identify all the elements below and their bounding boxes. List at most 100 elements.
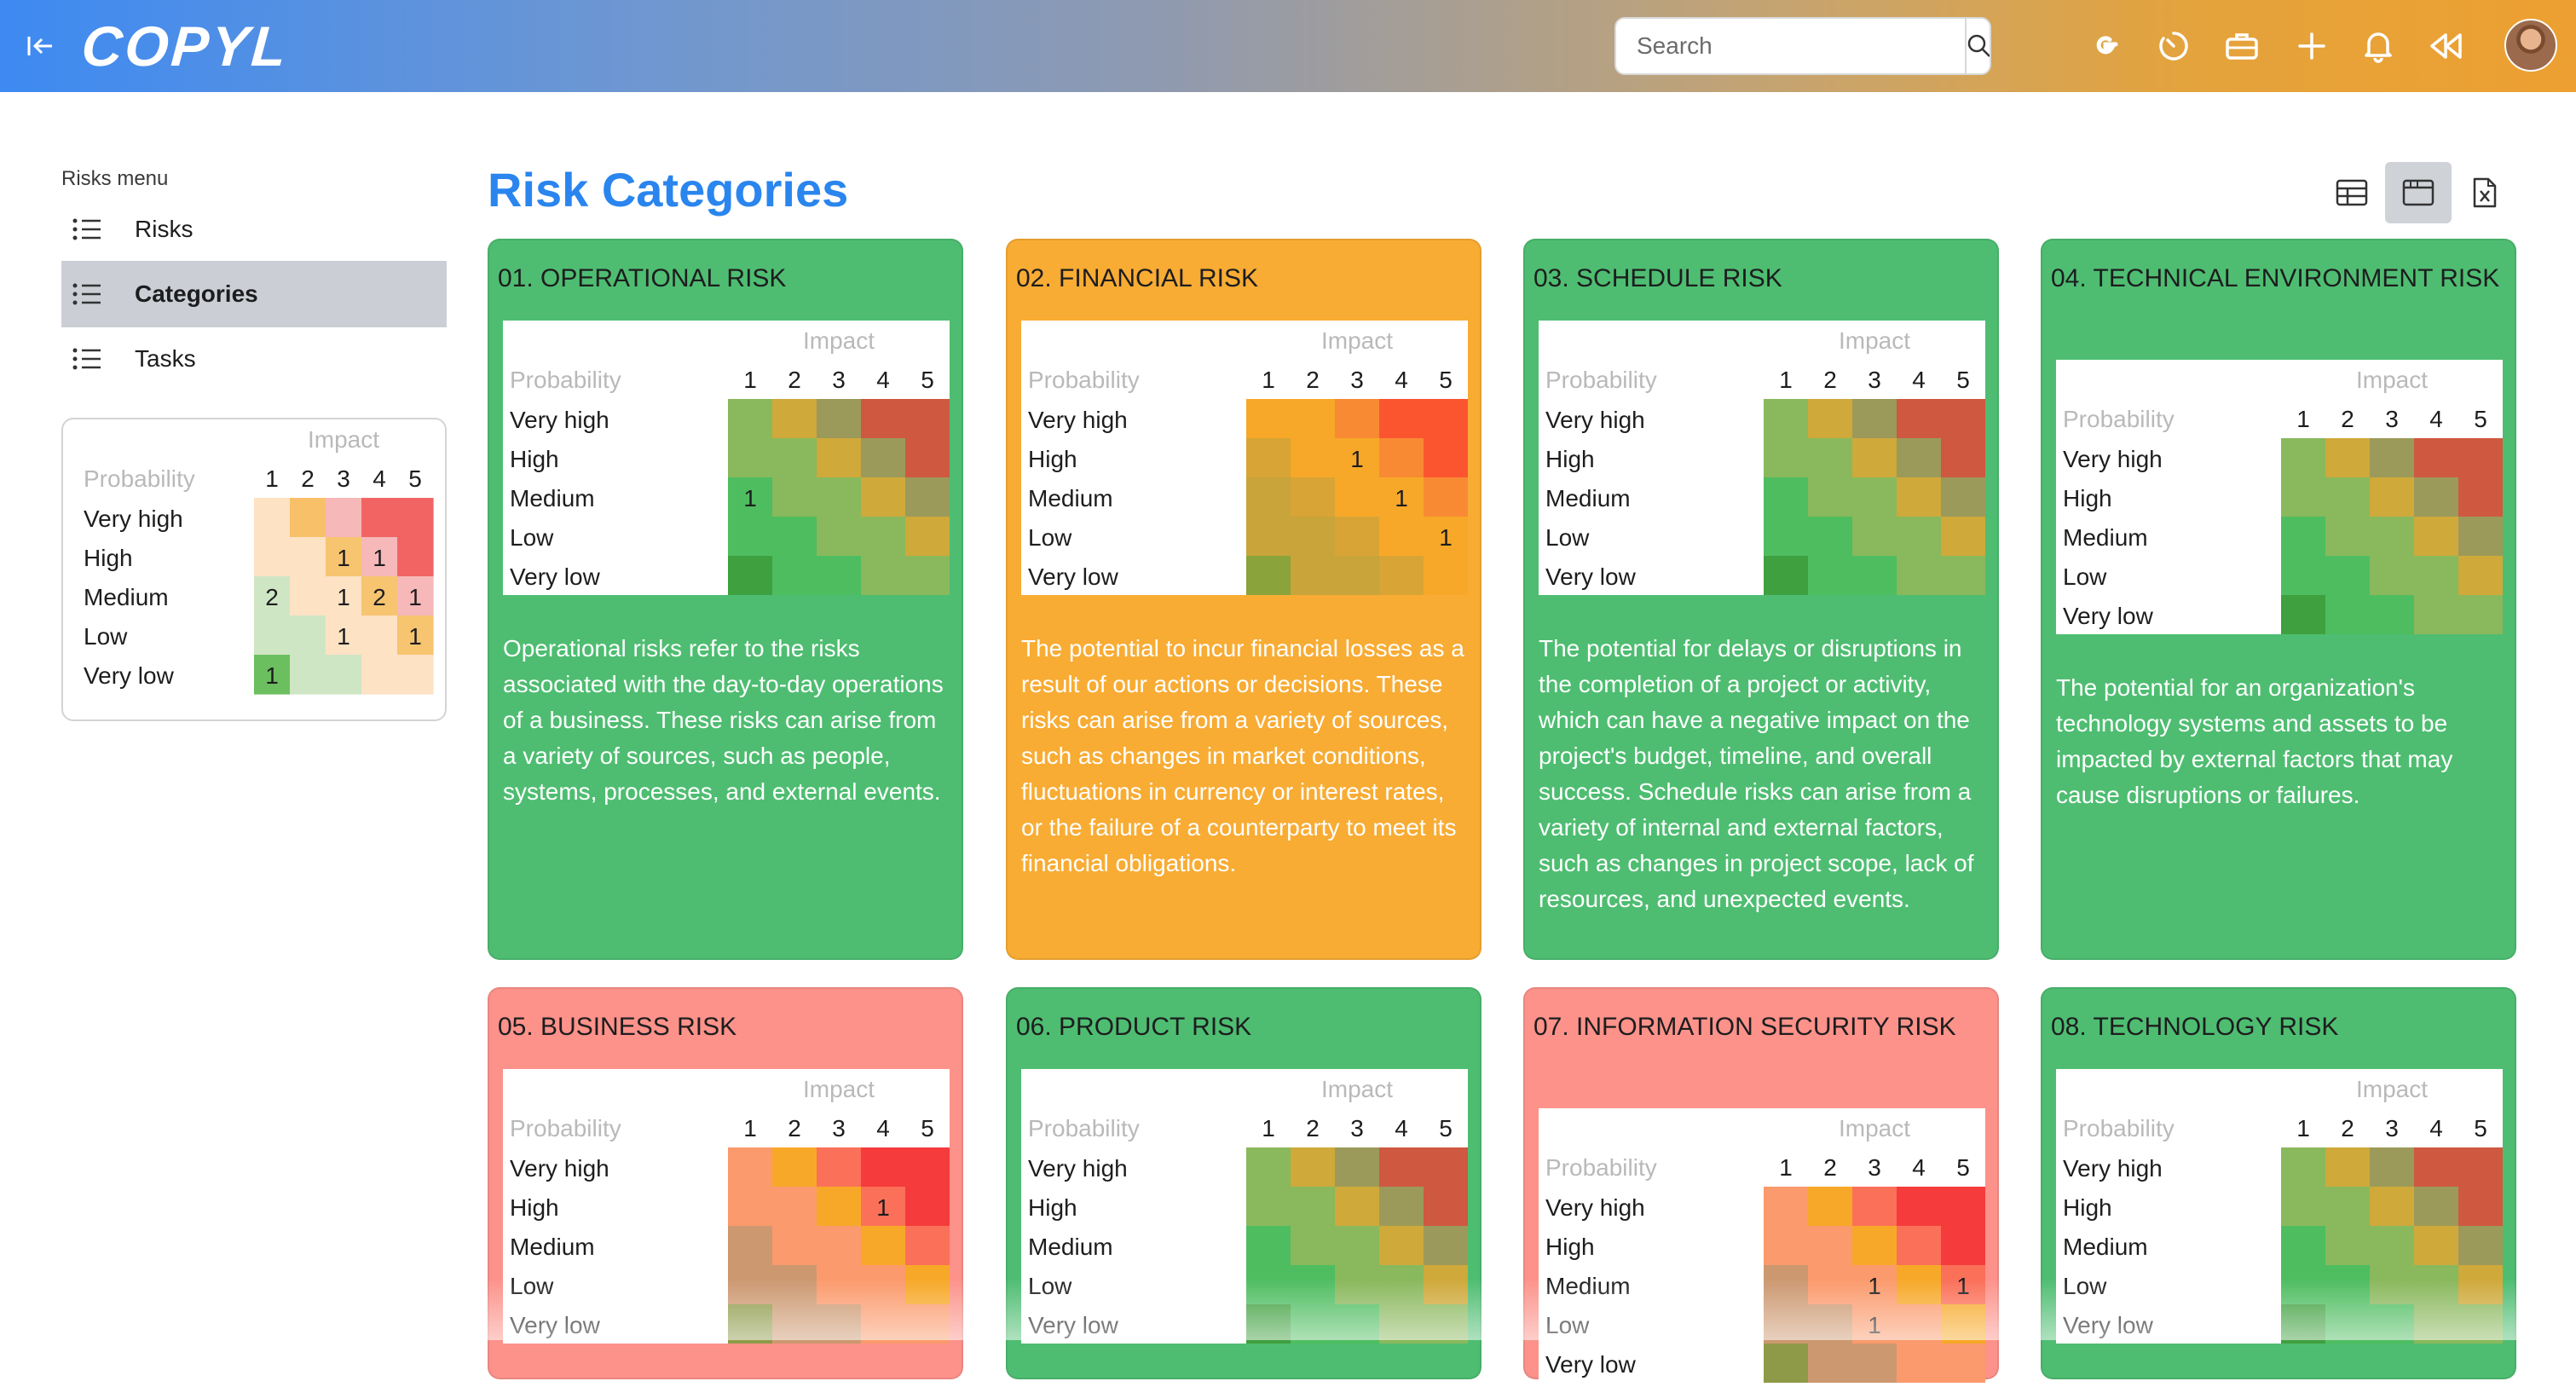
matrix-cell (1424, 1187, 1469, 1227)
risk-matrix-svg: Impact Probability 1 2 3 4 5 Very high High 1 Medi… (1028, 327, 1469, 596)
probability-row-label: Very high (1545, 407, 1645, 433)
matrix-cell (1941, 477, 1986, 517)
matrix-cell (1379, 1226, 1424, 1266)
risk-category-card[interactable]: 01. OPERATIONAL RISK Impact Probability 1 2 3… (488, 239, 963, 960)
card-description: Operational risks refer to the risks ass… (503, 635, 944, 805)
risk-category-card[interactable]: 03. SCHEDULE RISK Impact Probability 1 2 3 4 5 V… (1523, 239, 1999, 960)
matrix-cell (2458, 1187, 2504, 1227)
matrix-cell (1291, 438, 1336, 478)
matrix-cell (2370, 556, 2415, 596)
risk-count: 1 (1439, 524, 1453, 551)
collapse-sidebar-icon[interactable] (24, 31, 58, 61)
impact-axis-label: Impact (308, 426, 379, 453)
matrix-cell (905, 477, 950, 517)
risk-category-card[interactable]: 08. TECHNOLOGY RISK Impact Probability 1 2 3 4… (2041, 987, 2516, 1379)
matrix-cell (728, 477, 773, 517)
search-button[interactable] (1965, 19, 1990, 73)
toolbox-icon[interactable] (2221, 26, 2262, 66)
matrix-cell (1852, 556, 1897, 596)
matrix-cell (254, 537, 291, 577)
matrix-cell (2281, 1187, 2326, 1227)
card-title: 05. BUSINESS RISK (498, 1013, 737, 1041)
matrix-cell (2414, 556, 2459, 596)
matrix-cell (2281, 1304, 2326, 1344)
matrix-cell (728, 399, 773, 439)
matrix-cell (1897, 399, 1942, 439)
matrix-cell (1852, 399, 1897, 439)
sidebar-item-label: Tasks (135, 345, 196, 372)
matrix-cell (1941, 399, 1986, 439)
matrix-cell (905, 399, 950, 439)
card-view-button[interactable] (2385, 162, 2452, 223)
rewind-icon[interactable] (2426, 26, 2467, 66)
plus-icon[interactable] (2291, 26, 2332, 66)
impact-column-label: 5 (921, 367, 934, 393)
impact-column-label: 5 (1956, 1154, 1970, 1181)
matrix-cell (861, 517, 906, 557)
matrix-cell (1291, 556, 1336, 596)
risk-count: 1 (1868, 1273, 1881, 1299)
risk-matrix-svg: Impact Probability 1 2 3 4 5 Very high High Mediu… (1545, 327, 1986, 596)
matrix-cell (728, 1265, 773, 1305)
matrix-cell (2458, 477, 2504, 517)
matrix-cell (772, 517, 817, 557)
sidebar-item-tasks[interactable]: Tasks (61, 326, 447, 392)
probability-row-label: Very low (84, 662, 175, 689)
matrix-cell (1808, 1226, 1853, 1266)
risk-category-card[interactable]: 02. FINANCIAL RISK Impact Probability 1 2 3 4 5… (1006, 239, 1481, 960)
matrix-cell (254, 498, 291, 538)
risk-count: 1 (408, 623, 422, 650)
matrix-cell (2414, 1147, 2459, 1188)
matrix-cell (2325, 1304, 2371, 1344)
risk-matrix-svg: Impact Probability 1 2 3 4 5 Very high High Mediu… (2063, 1076, 2504, 1344)
impact-column-label: 1 (1779, 1154, 1793, 1181)
risk-category-card[interactable]: 06. PRODUCT RISK Impact Probability 1 2 3 4 5 Ve… (1006, 987, 1481, 1379)
matrix-cell (817, 556, 862, 596)
matrix-cell (290, 576, 326, 616)
matrix-cell (2458, 438, 2504, 478)
card-title: 01. OPERATIONAL RISK (498, 264, 787, 292)
matrix-cell (1941, 1304, 1986, 1344)
bell-icon[interactable] (2358, 26, 2399, 66)
matrix-cell (1764, 399, 1809, 439)
matrix-cell (2281, 438, 2326, 478)
google-icon[interactable] (2085, 26, 2126, 66)
matrix-cell (1379, 1265, 1424, 1305)
impact-axis-label: Impact (1321, 1076, 1393, 1102)
risk-count: 1 (373, 545, 386, 571)
matrix-cell (1897, 517, 1942, 557)
excel-export-button[interactable] (2452, 162, 2518, 223)
risk-category-card[interactable]: 07. INFORMATION SECURITY RISK Impact Proba… (1523, 987, 1999, 1384)
card-description: The potential to incur financial losses … (1021, 635, 1464, 876)
matrix-cell (861, 1187, 906, 1227)
matrix-cell (326, 537, 362, 577)
matrix-cell (861, 1147, 906, 1188)
sidebar-item-categories[interactable]: Categories (61, 261, 447, 327)
matrix-cell (817, 1265, 862, 1305)
matrix-cell (728, 517, 773, 557)
table-view-button[interactable] (2319, 162, 2385, 223)
list-icon (72, 281, 106, 307)
impact-column-label: 2 (1823, 367, 1837, 393)
matrix-cell (397, 498, 434, 538)
sidebar-item-risks[interactable]: Risks (61, 196, 447, 263)
matrix-cell (861, 477, 906, 517)
user-avatar[interactable] (2504, 19, 2557, 72)
matrix-cell (772, 1304, 817, 1344)
timer-icon[interactable] (2153, 26, 2194, 66)
matrix-cell (1291, 1226, 1336, 1266)
probability-row-label: Medium (510, 1234, 595, 1260)
risk-category-card[interactable]: 04. TECHNICAL ENVIRONMENT RISK Impact Prob… (2041, 239, 2516, 960)
app-logo[interactable]: COPYL (79, 14, 291, 78)
matrix-cell (1808, 1304, 1853, 1344)
risk-category-card[interactable]: 05. BUSINESS RISK Impact Probability 1 2 3 4 5 V… (488, 987, 963, 1379)
search-input[interactable] (1616, 19, 1965, 73)
matrix-cell (2325, 595, 2371, 635)
risk-count: 1 (1350, 446, 1364, 472)
probability-row-label: Very low (2063, 1312, 2154, 1338)
matrix-cell (817, 1147, 862, 1188)
matrix-cell (1335, 1265, 1380, 1305)
matrix-cell (1764, 1226, 1809, 1266)
matrix-cell (1764, 1344, 1809, 1384)
